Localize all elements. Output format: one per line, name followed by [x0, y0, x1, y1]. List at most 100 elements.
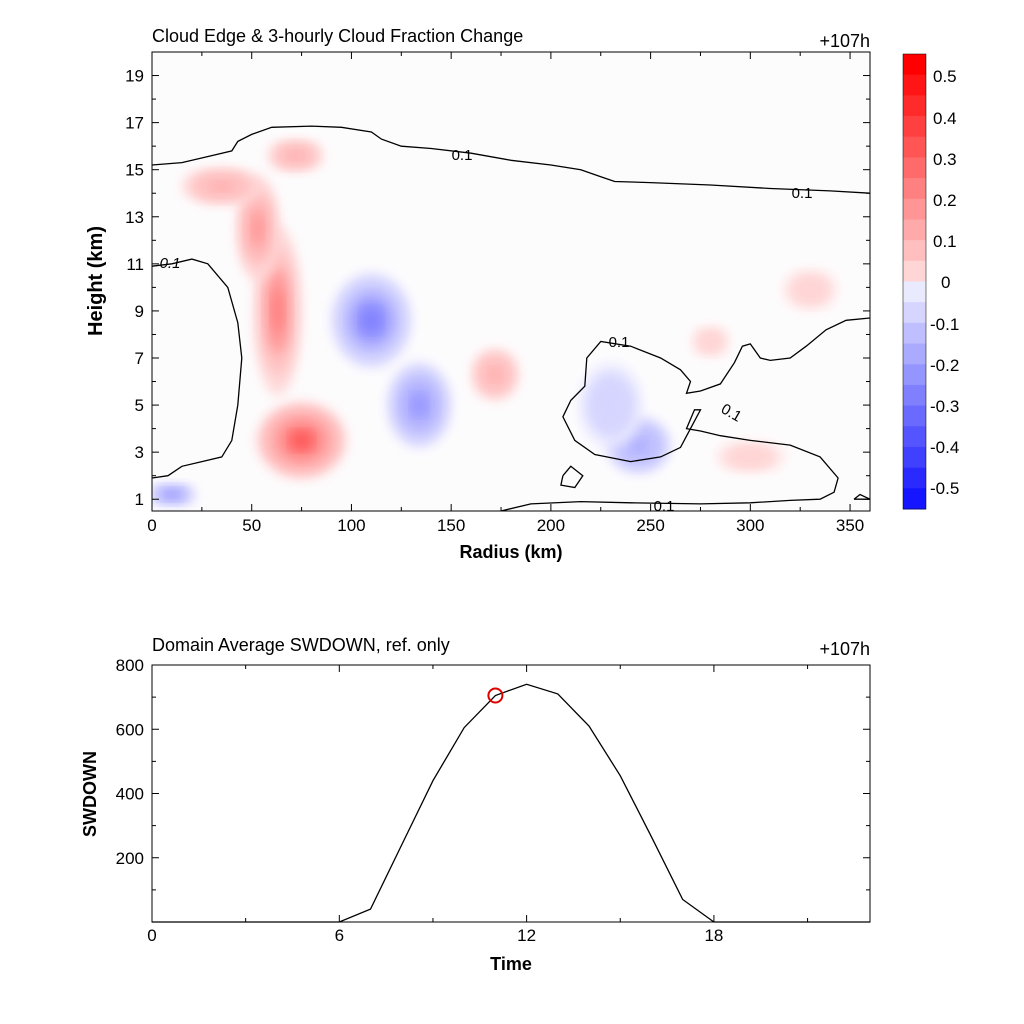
colorbar-label: 0.3 [933, 150, 957, 169]
current-time-marker [487, 687, 504, 704]
x-tick-label: 0 [147, 516, 156, 535]
bottom-axes: 0 6 12 18 200 400 600 800 [116, 656, 870, 945]
x-tick-label: 12 [517, 926, 536, 945]
cloud-fraction-field [152, 139, 839, 507]
colorbar-swatches [903, 54, 926, 510]
negative-change-region [578, 362, 643, 448]
bottom-panel-time-tag: +107h [819, 639, 870, 659]
positive-change-region [690, 325, 731, 358]
y-tick-label: 800 [116, 656, 144, 675]
positive-change-region [181, 167, 262, 205]
positive-change-region [471, 348, 519, 401]
positive-change-region [714, 440, 787, 474]
y-tick-label: 200 [116, 849, 144, 868]
y-tick-label: 13 [125, 208, 144, 227]
top-panel-title: Cloud Edge & 3-hourly Cloud Fraction Cha… [152, 26, 523, 46]
contour-label: 0.1 [609, 334, 630, 351]
x-tick-label: 300 [736, 516, 764, 535]
colorbar-swatch [903, 157, 926, 179]
y-tick-label: 3 [135, 443, 144, 462]
bottom-plot-frame [151, 664, 871, 923]
colorbar-swatch [903, 405, 926, 427]
y-tick-label: 15 [125, 161, 144, 180]
top-y-axis-label: Height (km) [85, 226, 107, 336]
positive-change-region [235, 176, 280, 281]
top-plot-frame [151, 51, 871, 512]
bottom-y-axis-label: SWDOWN [80, 751, 100, 837]
negative-change-region [152, 482, 196, 507]
bottom-panel-title: Domain Average SWDOWN, ref. only [152, 635, 450, 655]
contour-line [560, 465, 584, 489]
contour-label: 0.1 [654, 498, 675, 515]
y-tick-label: 400 [116, 785, 144, 804]
negative-change-region [331, 273, 412, 368]
y-tick-label: 5 [135, 396, 144, 415]
y-tick-label: 17 [125, 114, 144, 133]
colorbar-swatch [903, 54, 926, 76]
top-x-axis-label: Radius (km) [459, 542, 562, 562]
y-tick-label: 19 [125, 67, 144, 86]
colorbar-label: 0.2 [933, 191, 957, 210]
swdown-series-line [152, 683, 870, 923]
colorbar-label: -0.4 [930, 438, 959, 457]
x-tick-label: 350 [836, 516, 864, 535]
colorbar-label: -0.5 [930, 479, 959, 498]
colorbar-swatch [903, 281, 926, 303]
y-tick-label: 600 [116, 720, 144, 739]
contour-line [152, 258, 243, 479]
colorbar-label: 0.4 [933, 109, 957, 128]
colorbar-swatch [903, 364, 926, 386]
colorbar-swatch [903, 74, 926, 96]
colorbar: 0.5 0.4 0.3 0.2 0.1 0 -0.1 -0.2 -0.3 -0.… [902, 53, 959, 510]
colorbar-swatch [903, 116, 926, 138]
x-tick-label: 50 [242, 516, 261, 535]
colorbar-frame [902, 53, 927, 510]
top-panel-time-tag: +107h [819, 31, 870, 51]
y-tick-label: 7 [135, 349, 144, 368]
colorbar-swatch [903, 384, 926, 407]
contour-line [500, 317, 870, 511]
contour-label: 0.1 [792, 185, 813, 202]
colorbar-swatch [903, 426, 926, 448]
y-tick-label: 9 [135, 302, 144, 321]
contour-line [853, 493, 870, 500]
y-tick-label: 1 [135, 490, 144, 509]
colorbar-label: 0 [941, 273, 950, 292]
positive-change-region [257, 402, 346, 479]
colorbar-swatch [903, 240, 926, 262]
colorbar-swatch [903, 302, 926, 324]
positive-change-region [267, 139, 324, 173]
colorbar-label: 0.1 [933, 232, 957, 251]
x-tick-label: 100 [337, 516, 365, 535]
colorbar-swatch [903, 136, 926, 158]
contour-label: 0.1 [160, 255, 181, 272]
colorbar-swatch [903, 260, 926, 282]
colorbar-swatch [903, 178, 926, 200]
negative-change-region [387, 362, 452, 448]
colorbar-labels: 0.5 0.4 0.3 0.2 0.1 0 -0.1 -0.2 -0.3 -0.… [930, 67, 959, 498]
swdown-panel: Domain Average SWDOWN, ref. only +107h 0… [80, 635, 871, 974]
cloud-edge-contours [152, 125, 870, 511]
x-tick-label: 200 [537, 516, 565, 535]
contour-label: 0.1 [452, 147, 473, 164]
colorbar-swatch [903, 322, 926, 345]
x-tick-label: 18 [704, 926, 723, 945]
x-tick-label: 0 [147, 926, 156, 945]
y-tick-label: 11 [126, 255, 144, 274]
bottom-x-axis-label: Time [490, 954, 532, 974]
colorbar-swatch [903, 343, 926, 365]
contour-line [152, 125, 870, 194]
x-tick-label: 250 [636, 516, 664, 535]
cloud-fraction-panel: Cloud Edge & 3-hourly Cloud Fraction Cha… [85, 26, 871, 562]
colorbar-label: -0.1 [930, 315, 959, 334]
colorbar-swatch [903, 219, 926, 241]
colorbar-label: 0.5 [933, 67, 957, 86]
colorbar-swatch [903, 467, 926, 489]
colorbar-label: -0.3 [930, 397, 959, 416]
colorbar-swatch [903, 95, 926, 117]
x-tick-label: 6 [335, 926, 344, 945]
colorbar-swatch [903, 446, 926, 469]
colorbar-swatch [903, 198, 926, 220]
